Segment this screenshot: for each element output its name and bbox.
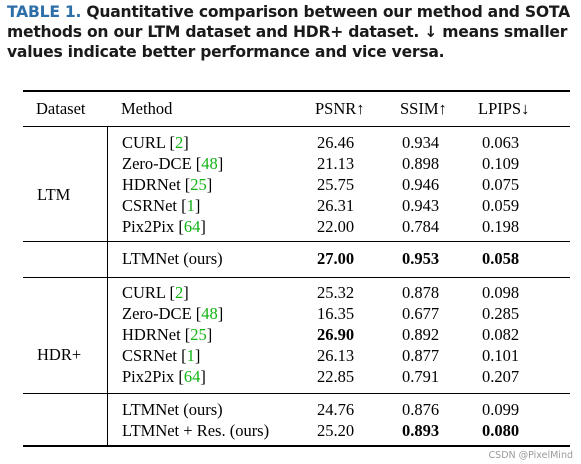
hdr-row-1-method: CURL [2] [122,283,189,302]
ltm-row-3-lpips: 0.075 [482,175,520,194]
hdr-ours-1-lpips: 0.099 [482,400,520,419]
header-rule [23,126,570,127]
ltm-row-4-lpips: 0.059 [482,196,520,215]
hdr-row-1-psnr: 25.32 [317,283,355,302]
hdr-ours-2-ssim: 0.893 [402,421,440,440]
hdr-row-3-method: HDRNet [25] [122,325,213,344]
ltm-row-1-lpips: 0.063 [482,133,520,152]
hdr-row-4-psnr: 26.13 [317,346,355,365]
citation: 1 [186,346,195,365]
hdr-ours-1-ssim: 0.876 [402,400,440,419]
citation: 64 [183,367,201,386]
hdr-row-2-method: Zero-DCE [48] [122,304,224,323]
column-divider [107,126,108,446]
hdr-row-1-lpips: 0.098 [482,283,520,302]
citation: 64 [183,217,201,236]
ltm-ours-psnr: 27.00 [317,249,355,268]
ltm-row-1-method: CURL [2] [122,133,189,152]
ltm-ours-ssim: 0.953 [402,249,440,268]
citation: 48 [201,304,218,323]
ltm-row-5-psnr: 22.00 [317,217,355,236]
ltm-row-3-method: HDRNet [25] [122,175,213,194]
hdr-row-4-lpips: 0.101 [482,346,520,365]
hdr-ours-2-psnr: 25.20 [317,421,355,440]
hdr-ours-2-method: LTMNet + Res. (ours) [122,421,270,440]
ltm-row-4-method: CSRNet [1] [122,196,201,215]
bottom-rule [23,445,570,447]
hdr-row-2-ssim: 0.677 [402,304,440,323]
ltm-row-2-lpips: 0.109 [482,154,520,173]
ltm-row-5-method: Pix2Pix [64] [122,217,206,236]
caption-text: Quantitative comparison between our meth… [7,3,570,61]
dataset-label-hdr: HDR+ [37,345,82,364]
ltm-row-4-ssim: 0.943 [402,196,440,215]
ltm-row-1-ssim: 0.934 [402,133,440,152]
hdr-ours-1-method: LTMNet (ours) [122,400,223,419]
dataset-label-ltm: LTM [37,185,71,204]
table-caption: TABLE 1. Quantitative comparison between… [7,2,575,62]
citation: 2 [175,283,184,302]
hdr-row-4-ssim: 0.877 [402,346,440,365]
ltm-row-5-ssim: 0.784 [402,217,440,236]
hdr-row-5-lpips: 0.207 [482,367,520,386]
ltm-row-1-psnr: 26.46 [317,133,355,152]
group-separator [23,277,570,278]
ltm-row-3-ssim: 0.946 [402,175,440,194]
hdr-row-3-lpips: 0.082 [482,325,520,344]
header-dataset: Dataset [36,99,86,118]
ltm-row-4-psnr: 26.31 [317,196,355,215]
ours-separator-hdr [23,393,570,394]
header-psnr: PSNR↑ [315,99,365,118]
hdr-row-2-lpips: 0.285 [482,304,520,323]
citation: 2 [175,133,184,152]
citation: 48 [201,154,218,173]
ltm-row-5-lpips: 0.198 [482,217,520,236]
ltm-row-3-psnr: 25.75 [317,175,355,194]
top-rule [23,90,570,92]
table-label: TABLE 1. [7,3,82,21]
header-method: Method [121,99,173,118]
hdr-row-3-psnr: 26.90 [317,325,355,344]
hdr-row-2-psnr: 16.35 [317,304,355,323]
ltm-row-2-method: Zero-DCE [48] [122,154,224,173]
hdr-row-1-ssim: 0.878 [402,283,440,302]
header-lpips: LPIPS↓ [478,99,530,118]
hdr-row-5-ssim: 0.791 [402,367,440,386]
hdr-row-3-ssim: 0.892 [402,325,440,344]
ltm-row-2-ssim: 0.898 [402,154,440,173]
citation: 25 [190,325,207,344]
hdr-ours-2-lpips: 0.080 [482,421,520,440]
ours-separator-ltm [23,241,570,242]
ltm-ours-method: LTMNet (ours) [122,249,223,268]
header-ssim: SSIM↑ [400,99,447,118]
hdr-ours-1-psnr: 24.76 [317,400,355,419]
hdr-row-5-method: Pix2Pix [64] [122,367,206,386]
watermark: CSDN @PixelMind [488,450,573,461]
citation: 25 [190,175,207,194]
hdr-row-4-method: CSRNet [1] [122,346,201,365]
ltm-ours-lpips: 0.058 [482,249,520,268]
ltm-row-2-psnr: 21.13 [317,154,355,173]
hdr-row-5-psnr: 22.85 [317,367,355,386]
citation: 1 [186,196,195,215]
